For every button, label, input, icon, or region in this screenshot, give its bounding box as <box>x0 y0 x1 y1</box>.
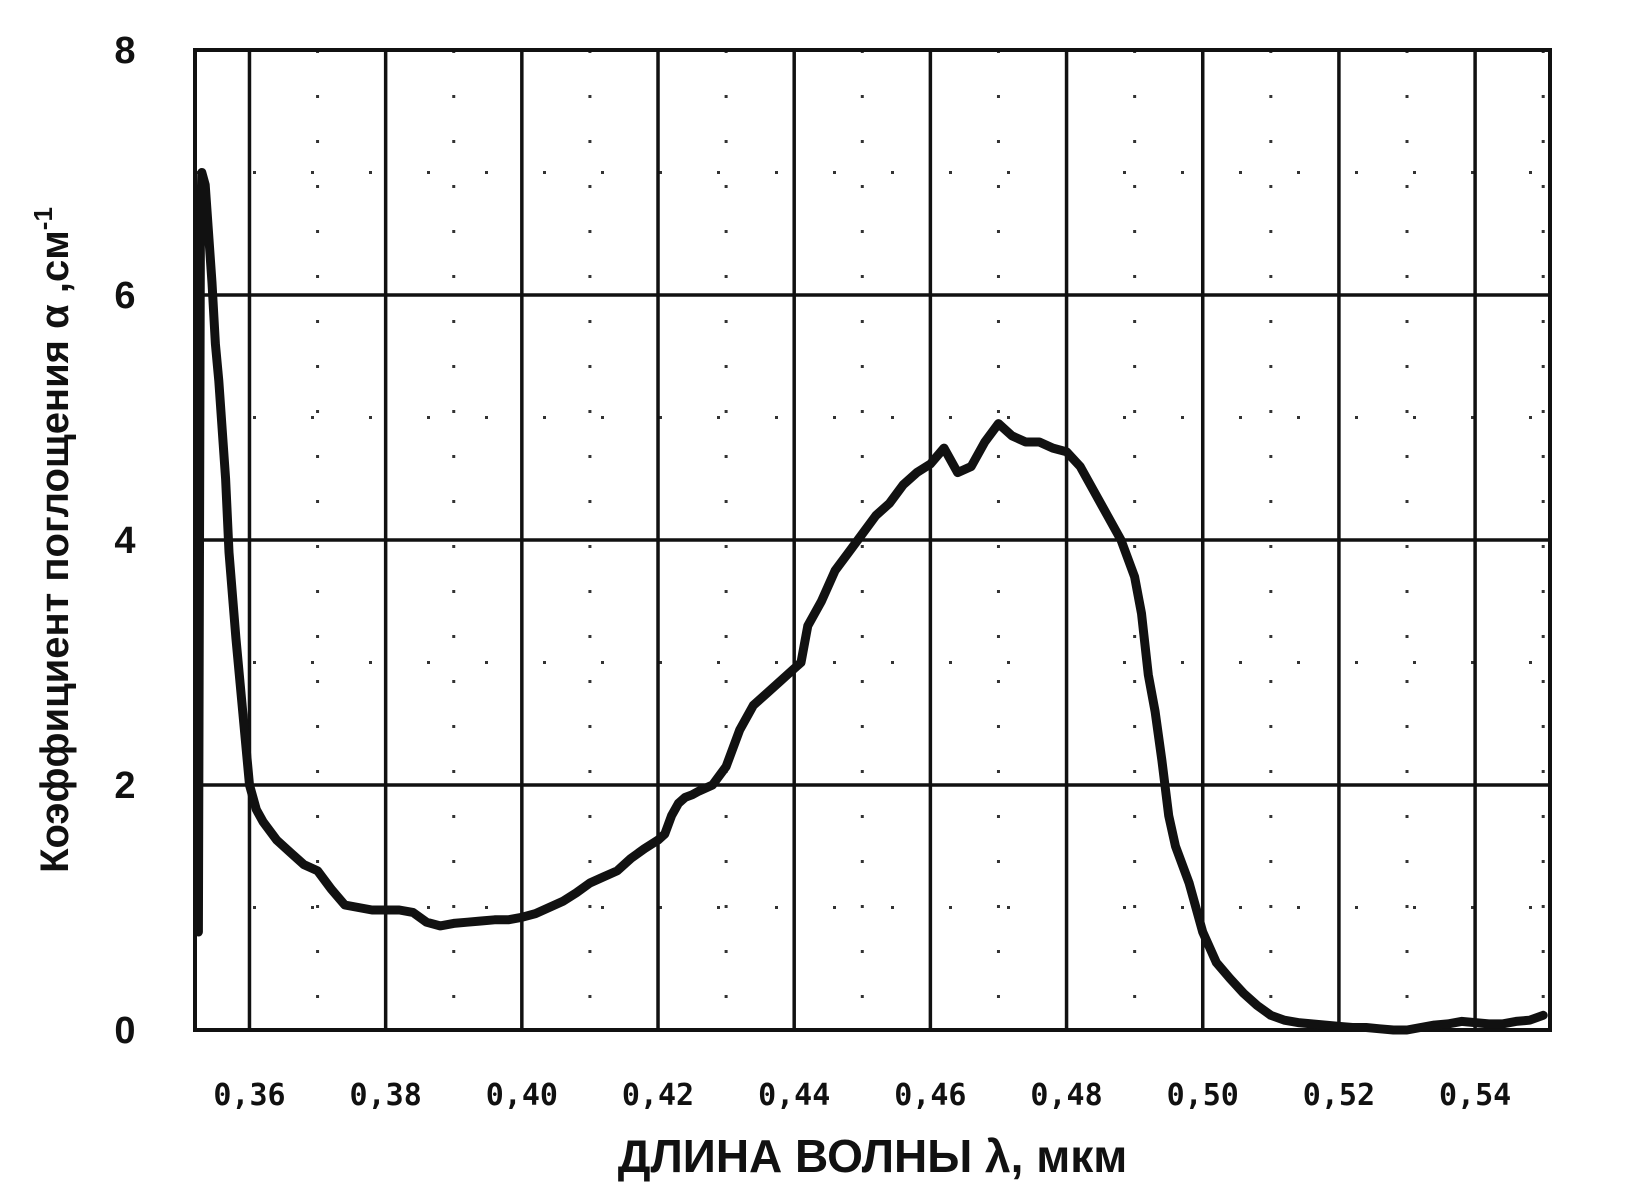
x-tick-label: 0,54 <box>1439 1078 1511 1113</box>
y-axis-title-text: Коэффициент поглощения α ,см <box>33 230 77 873</box>
y-tick-label: 6 <box>114 275 135 317</box>
x-tick-label: 0,40 <box>486 1078 558 1113</box>
y-tick-label: 4 <box>114 520 135 562</box>
x-axis-title: ДЛИНА ВОЛНЫ λ, мкм <box>618 1130 1128 1182</box>
x-tick-label: 0,48 <box>1030 1078 1102 1113</box>
y-axis-title: Коэффициент поглощения α ,см-1 <box>28 207 77 873</box>
y-tick-label: 0 <box>114 1010 135 1052</box>
x-tick-label: 0,42 <box>622 1078 694 1113</box>
x-tick-label: 0,50 <box>1167 1078 1239 1113</box>
x-tick-label: 0,38 <box>350 1078 422 1113</box>
major-grid <box>195 50 1550 1030</box>
y-axis-title-unit-exponent: -1 <box>28 207 58 230</box>
x-tick-label: 0,44 <box>758 1078 830 1113</box>
absorption-curve <box>198 173 1543 1031</box>
y-tick-label: 2 <box>114 765 135 807</box>
x-tick-label: 0,36 <box>213 1078 285 1113</box>
x-tick-label: 0,52 <box>1303 1078 1375 1113</box>
x-tick-label: 0,46 <box>894 1078 966 1113</box>
x-tick-labels: 0,36 0,38 0,40 0,42 0,44 0,46 0,48 0,50 0,52 0,54 <box>213 1078 1511 1113</box>
y-tick-label: 8 <box>114 30 135 72</box>
y-tick-labels: 0 2 4 6 8 <box>114 30 135 1052</box>
